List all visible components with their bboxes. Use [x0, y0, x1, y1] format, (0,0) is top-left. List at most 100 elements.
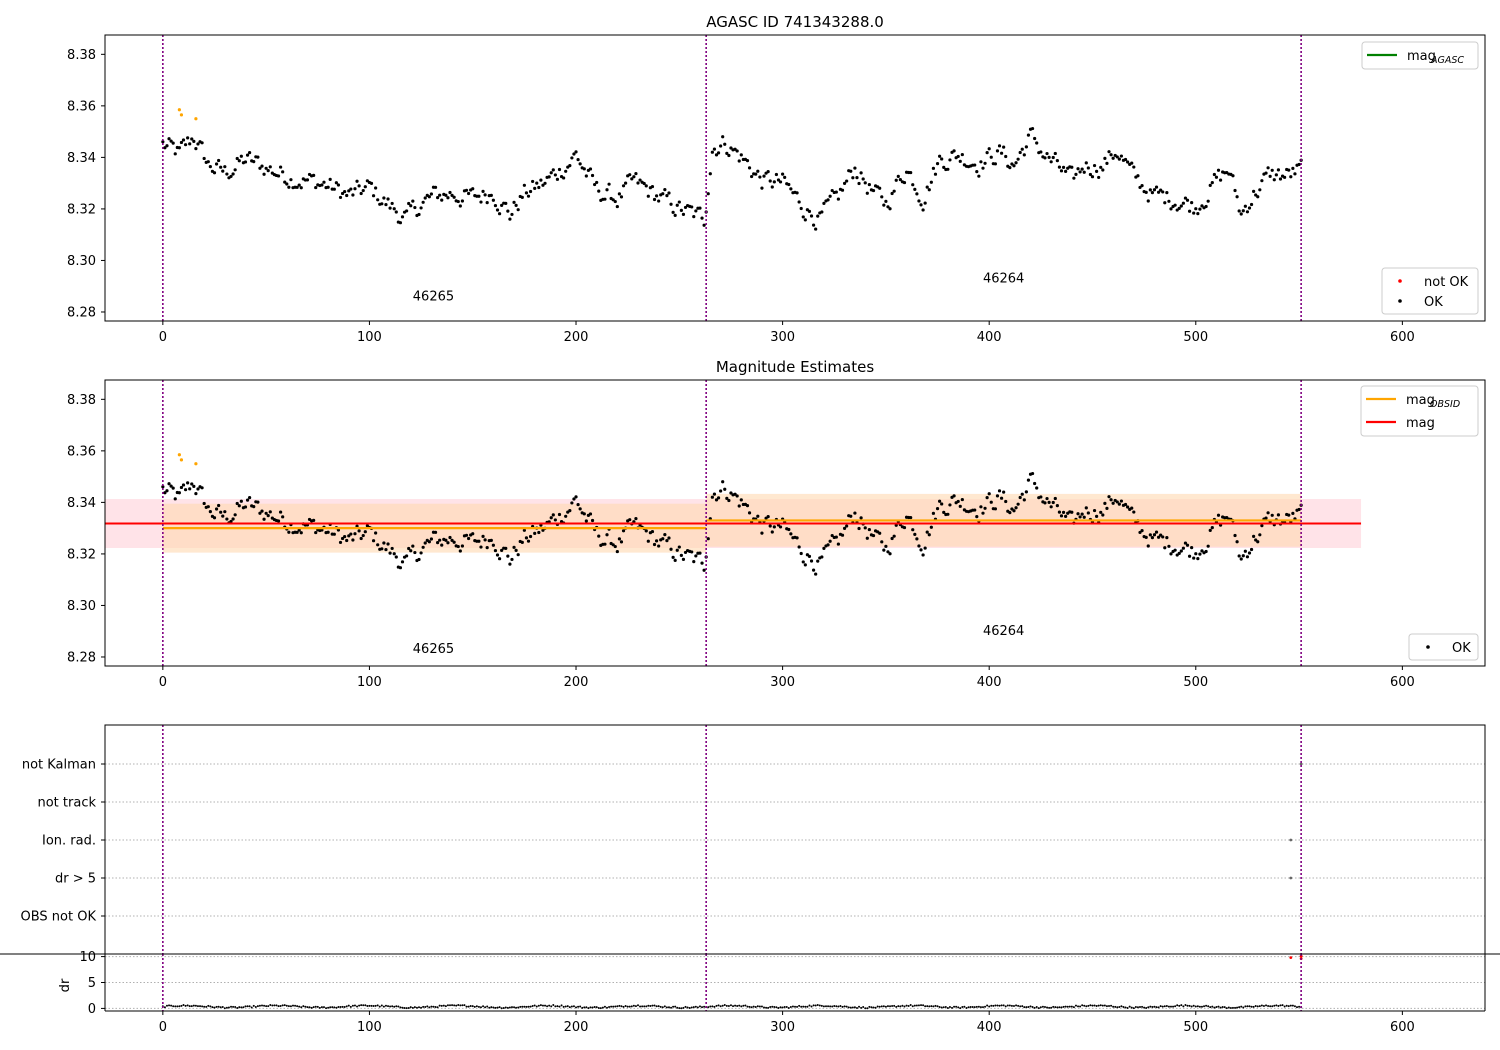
ok-point — [466, 191, 471, 196]
dr-ok-point — [473, 1005, 476, 1008]
ok-point — [632, 175, 636, 179]
dr-ok-point — [667, 1006, 670, 1009]
ok-point — [983, 161, 987, 165]
ok-point — [1018, 150, 1022, 155]
dr-ok-point — [289, 1005, 292, 1008]
dr-ok-point — [463, 1004, 466, 1007]
ok-point — [196, 487, 200, 491]
dr-ok-point — [294, 1004, 297, 1007]
ok-point — [186, 136, 190, 140]
ok-point — [807, 554, 812, 558]
ok-point — [671, 555, 675, 559]
dr-ok-point — [1134, 1005, 1137, 1008]
dr-ok-point — [1033, 1006, 1036, 1009]
ok-point — [997, 144, 1002, 148]
ok-point — [314, 530, 318, 535]
ok-point — [801, 215, 805, 219]
y-tick-label: 10 — [79, 950, 96, 965]
ok-point — [795, 191, 799, 195]
dr-ok-point — [502, 1006, 505, 1009]
ok-point — [1035, 486, 1039, 490]
ok-point — [262, 517, 266, 521]
ok-point — [460, 544, 464, 548]
ok-point — [411, 544, 415, 548]
ok-point — [1090, 175, 1095, 179]
dr-ok-point — [201, 1005, 204, 1008]
x-tick-label: 400 — [977, 675, 1002, 690]
ok-point — [200, 141, 204, 145]
ok-point — [795, 536, 799, 540]
ok-point — [1187, 554, 1192, 558]
dr-ok-point — [816, 1004, 819, 1007]
dr-ok-point — [1093, 1004, 1096, 1007]
ok-point — [1287, 168, 1291, 172]
ok-point — [925, 185, 929, 189]
dr-ok-point — [913, 1004, 916, 1007]
ok-point — [1194, 552, 1198, 556]
ok-point — [1051, 500, 1055, 505]
ok-point — [557, 512, 562, 517]
ok-point — [892, 189, 896, 193]
dr-ok-point — [558, 1005, 561, 1008]
dr-ok-point — [1209, 1006, 1212, 1009]
ok-point — [706, 537, 710, 541]
dr-ok-point — [632, 1004, 635, 1007]
ok-point — [200, 486, 204, 490]
ok-point — [1183, 541, 1188, 545]
ok-point — [471, 532, 475, 536]
dr-ok-point — [979, 1006, 982, 1009]
ok-point — [433, 185, 438, 189]
dr-ok-point — [275, 1004, 278, 1007]
ok-point — [1016, 157, 1020, 161]
ok-point — [188, 142, 192, 146]
ok-point — [845, 179, 849, 183]
ok-point — [489, 538, 493, 542]
dr-ok-point — [434, 1006, 437, 1009]
ok-point — [1212, 172, 1216, 177]
ok-point — [597, 534, 601, 538]
obsid-label: 46264 — [983, 624, 1024, 639]
ok-point — [533, 531, 537, 535]
x-tick-label: 600 — [1390, 330, 1415, 345]
dr-ok-point — [595, 1006, 598, 1009]
dr-ok-point — [895, 1005, 898, 1008]
dr-ok-point — [690, 1006, 693, 1009]
ok-point — [326, 530, 330, 534]
dr-ok-point — [389, 1005, 392, 1008]
ok-point — [1004, 499, 1008, 504]
dr-ok-point — [560, 1004, 563, 1007]
dr-ok-point — [603, 1005, 606, 1008]
dr-ok-point — [1010, 1004, 1013, 1007]
dr-ok-point — [723, 1003, 726, 1006]
dr-ok-point — [742, 1004, 745, 1007]
dr-ok-point — [541, 1004, 544, 1007]
dr-ok-point — [791, 1005, 794, 1008]
dr-ok-point — [942, 1006, 945, 1009]
dr-ok-point — [1279, 1004, 1282, 1007]
dr-ok-point — [1035, 1006, 1038, 1009]
ok-point — [1216, 513, 1221, 517]
y-tick-label: 8.34 — [67, 151, 96, 166]
dr-ok-point — [692, 1006, 695, 1009]
ok-point — [353, 187, 357, 191]
ok-point — [927, 188, 931, 192]
ok-point — [745, 159, 750, 163]
ok-point — [993, 162, 997, 166]
ok-point — [646, 194, 650, 198]
ok-point — [541, 183, 545, 187]
ok-point — [1132, 165, 1136, 169]
ok-point — [1045, 151, 1049, 156]
ok-point — [671, 210, 675, 214]
ok-point — [768, 179, 772, 183]
dr-ok-point — [940, 1006, 943, 1009]
ok-point — [450, 538, 454, 542]
dr-ok-point — [550, 1005, 553, 1008]
ok-point — [677, 200, 681, 204]
ok-point — [314, 185, 318, 190]
ok-point — [667, 536, 671, 540]
dr-ok-point — [787, 1006, 790, 1009]
p4-underlay — [105, 956, 1485, 1009]
ok-point — [756, 169, 760, 173]
dr-ok-point — [196, 1005, 199, 1008]
highlight-point — [194, 117, 198, 121]
